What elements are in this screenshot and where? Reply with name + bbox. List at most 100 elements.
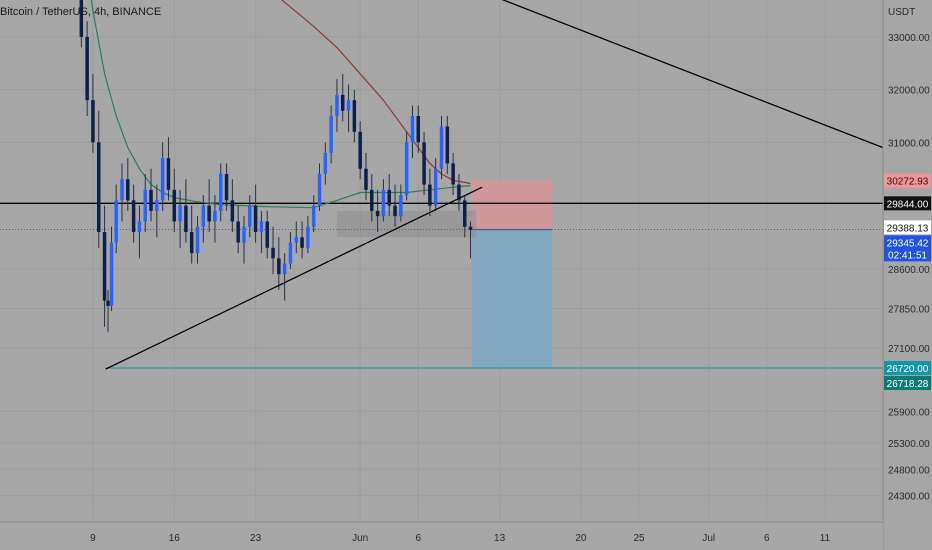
y-tick-label-1: 32000.00 bbox=[888, 86, 930, 97]
candle-68 bbox=[451, 152, 455, 196]
candle-body-56 bbox=[381, 189, 386, 217]
candle-body-25 bbox=[201, 205, 206, 227]
candle-body-28 bbox=[219, 174, 223, 211]
candle-body-24 bbox=[195, 226, 200, 254]
plot-area[interactable] bbox=[0, 0, 883, 522]
candle-33 bbox=[248, 195, 252, 238]
candle-body-32 bbox=[242, 226, 246, 243]
candle-body-60 bbox=[404, 142, 409, 196]
candle-59 bbox=[399, 184, 403, 222]
candle-42 bbox=[300, 221, 304, 259]
candle-36 bbox=[265, 210, 269, 259]
candle-39 bbox=[282, 253, 287, 301]
candle-56 bbox=[381, 179, 386, 222]
price-label-3 bbox=[884, 235, 931, 262]
candle-26 bbox=[207, 179, 211, 232]
x-tick-label-7: 25 bbox=[633, 533, 645, 544]
candle-body-50 bbox=[346, 100, 351, 111]
candle-body-41 bbox=[294, 237, 299, 243]
trend-line-0[interactable] bbox=[105, 186, 483, 370]
candle-body-65 bbox=[433, 168, 438, 206]
candle-body-48 bbox=[335, 94, 339, 116]
trend-line-1[interactable] bbox=[273, 0, 884, 149]
position-target-zone[interactable] bbox=[471, 229, 552, 369]
x-tick-label-3: Jun bbox=[352, 533, 368, 544]
candle-57 bbox=[387, 174, 391, 217]
candle-34 bbox=[253, 184, 258, 243]
candle-body-38 bbox=[277, 258, 281, 275]
candle-67 bbox=[445, 116, 450, 174]
time-axis[interactable] bbox=[0, 522, 883, 550]
candle-body-36 bbox=[265, 221, 269, 248]
candle-23 bbox=[189, 205, 194, 264]
x-tick-label-10: 11 bbox=[820, 533, 831, 544]
chart-title: Bitcoin / TetherUS, 4h, BINANCE bbox=[0, 6, 162, 18]
currency-label: USDT bbox=[888, 7, 915, 18]
candle-51 bbox=[352, 89, 357, 143]
candle-44 bbox=[311, 195, 316, 232]
candle-body-18 bbox=[160, 158, 165, 201]
y-tick-label-7: 25300.00 bbox=[888, 439, 930, 450]
candle-9 bbox=[109, 226, 114, 312]
candle-body-71 bbox=[468, 226, 473, 230]
candle-29 bbox=[224, 163, 229, 211]
candle-63 bbox=[422, 131, 426, 196]
candle-body-31 bbox=[236, 221, 240, 243]
candle-17 bbox=[155, 184, 159, 238]
candle-22 bbox=[184, 179, 188, 243]
candle-38 bbox=[277, 237, 281, 290]
candle-24 bbox=[195, 216, 200, 264]
price-axis[interactable] bbox=[883, 0, 932, 550]
price-label-text-3: 29345.42 bbox=[887, 238, 929, 249]
candle-body-12 bbox=[126, 179, 130, 201]
y-tick-label-8: 24800.00 bbox=[888, 465, 930, 476]
candle-body-15 bbox=[143, 189, 147, 222]
candle-body-68 bbox=[451, 163, 455, 185]
candle-body-6 bbox=[97, 142, 101, 232]
candle-body-46 bbox=[323, 152, 328, 174]
candle-body-17 bbox=[155, 200, 159, 211]
candle-body-21 bbox=[178, 205, 182, 222]
candle-body-23 bbox=[189, 232, 194, 254]
candle-40 bbox=[288, 232, 293, 269]
price-label-2 bbox=[884, 220, 931, 235]
candle-30 bbox=[230, 179, 235, 232]
x-tick-label-0: 9 bbox=[90, 533, 96, 544]
candle-body-13 bbox=[131, 200, 136, 232]
candle-45 bbox=[317, 163, 322, 211]
candle-body-54 bbox=[370, 189, 374, 211]
candle-body-8 bbox=[106, 300, 110, 306]
candle-body-69 bbox=[457, 184, 461, 201]
price-label-0 bbox=[884, 173, 931, 188]
x-tick-label-8: Jul bbox=[702, 533, 715, 544]
candle-43 bbox=[306, 216, 310, 254]
candle-body-33 bbox=[248, 205, 252, 227]
candle-body-22 bbox=[184, 205, 188, 232]
candle-20 bbox=[172, 168, 177, 232]
candle-71 bbox=[468, 221, 473, 259]
candle-52 bbox=[358, 121, 362, 180]
candle-70 bbox=[462, 195, 467, 238]
candle-body-44 bbox=[311, 205, 316, 227]
candle-body-67 bbox=[445, 126, 450, 164]
candle-body-37 bbox=[271, 247, 275, 259]
price-label-text-5: 26718.28 bbox=[887, 379, 929, 390]
candle-10 bbox=[114, 184, 118, 254]
y-tick-label-4: 27850.00 bbox=[888, 304, 930, 315]
candle-body-64 bbox=[428, 184, 432, 206]
candle-37 bbox=[271, 226, 275, 275]
candle-body-40 bbox=[288, 242, 293, 264]
position-stop-zone[interactable] bbox=[471, 180, 552, 230]
price-label-text-2: 29388.13 bbox=[887, 223, 929, 234]
candle-body-9 bbox=[109, 242, 114, 306]
candle-body-57 bbox=[387, 189, 391, 206]
candle-49 bbox=[341, 73, 345, 122]
candle-19 bbox=[166, 137, 171, 201]
candle-body-55 bbox=[375, 210, 380, 217]
candle-body-27 bbox=[213, 210, 217, 222]
candle-48 bbox=[335, 79, 339, 132]
candle-body-66 bbox=[439, 126, 444, 169]
candle-16 bbox=[149, 168, 153, 222]
